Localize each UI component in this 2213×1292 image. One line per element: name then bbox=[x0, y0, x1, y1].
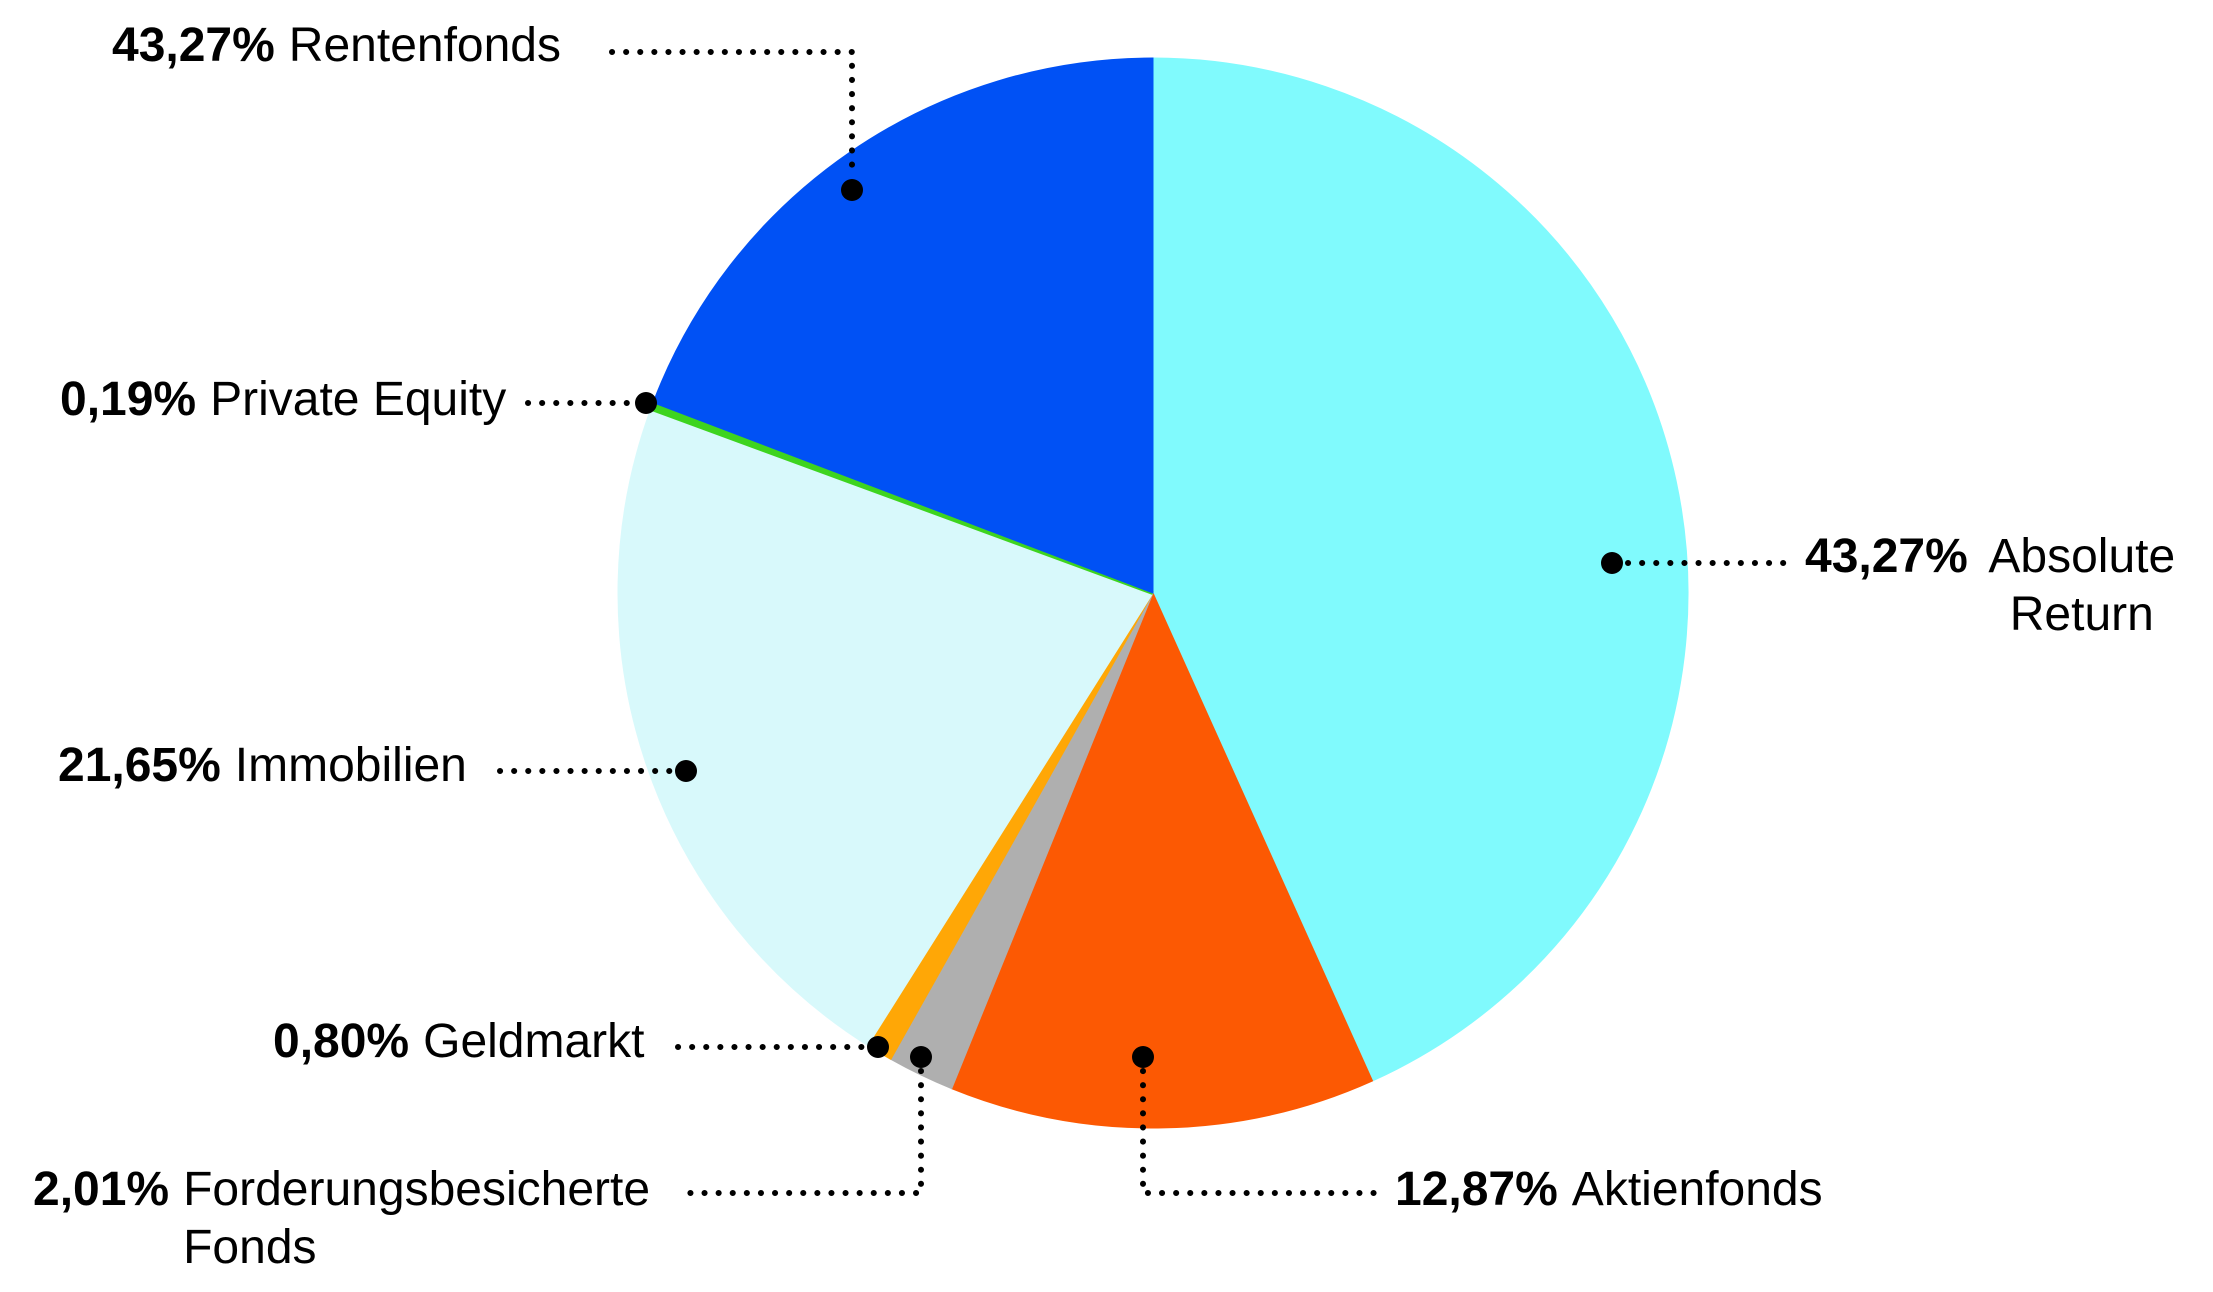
label-private-equity-pct: 0,19% bbox=[60, 373, 197, 426]
label-forderungsbesicherte-fonds-name: Forderungsbesicherte Fonds bbox=[183, 1163, 651, 1274]
label-geldmarkt-name: Geldmarkt bbox=[423, 1015, 645, 1068]
callout-line-forderungsbesicherte-fonds bbox=[680, 1068, 924, 1196]
label-geldmarkt-pct: 0,80% bbox=[273, 1015, 410, 1068]
callout-dot-private-equity bbox=[635, 392, 657, 414]
label-forderungsbesicherte-fonds-pct: 2,01% bbox=[33, 1163, 170, 1216]
label-absolute-return-pct: 43,27% bbox=[1805, 530, 1968, 583]
callout-line-rentenfonds bbox=[609, 49, 855, 179]
label-immobilien-name: Immobilien bbox=[234, 739, 467, 792]
slice-aktienfonds bbox=[951, 591, 1374, 1129]
callout-dot-absolute-return bbox=[1601, 552, 1623, 574]
label-immobilien: 21,65% Immobilien bbox=[58, 737, 467, 795]
callout-line-aktienfonds bbox=[1140, 1068, 1383, 1196]
callout-dot-aktienfonds bbox=[1132, 1046, 1154, 1068]
label-aktienfonds-pct: 12,87% bbox=[1395, 1163, 1558, 1216]
label-forderungsbesicherte-fonds: 2,01% Forderungsbesicherte Fonds bbox=[33, 1161, 663, 1277]
label-aktienfonds-name: Aktienfonds bbox=[1571, 1163, 1823, 1216]
callout-dot-geldmarkt bbox=[867, 1036, 889, 1058]
label-rentenfonds: 43,27% Rentenfonds bbox=[112, 17, 561, 75]
label-geldmarkt: 0,80% Geldmarkt bbox=[273, 1013, 645, 1071]
label-aktienfonds: 12,87% Aktienfonds bbox=[1395, 1161, 1823, 1219]
label-immobilien-pct: 21,65% bbox=[58, 739, 221, 792]
callout-dot-immobilien bbox=[675, 760, 697, 782]
callout-dot-rentenfonds bbox=[841, 179, 863, 201]
slice-immobilien bbox=[617, 407, 1154, 1047]
label-private-equity-name: Private Equity bbox=[210, 373, 507, 426]
label-absolute-return: 43,27% Absolute Return bbox=[1805, 528, 2182, 644]
slice-rentenfonds bbox=[652, 57, 1154, 594]
label-private-equity: 0,19% Private Equity bbox=[60, 371, 506, 429]
label-rentenfonds-name: Rentenfonds bbox=[288, 19, 561, 72]
label-absolute-return-name: Absolute Return bbox=[1988, 530, 2176, 641]
callout-dot-forderungsbesicherte-fonds bbox=[910, 1046, 932, 1068]
label-rentenfonds-pct: 43,27% bbox=[112, 19, 275, 72]
slice-absolute-return bbox=[1152, 57, 1689, 1082]
